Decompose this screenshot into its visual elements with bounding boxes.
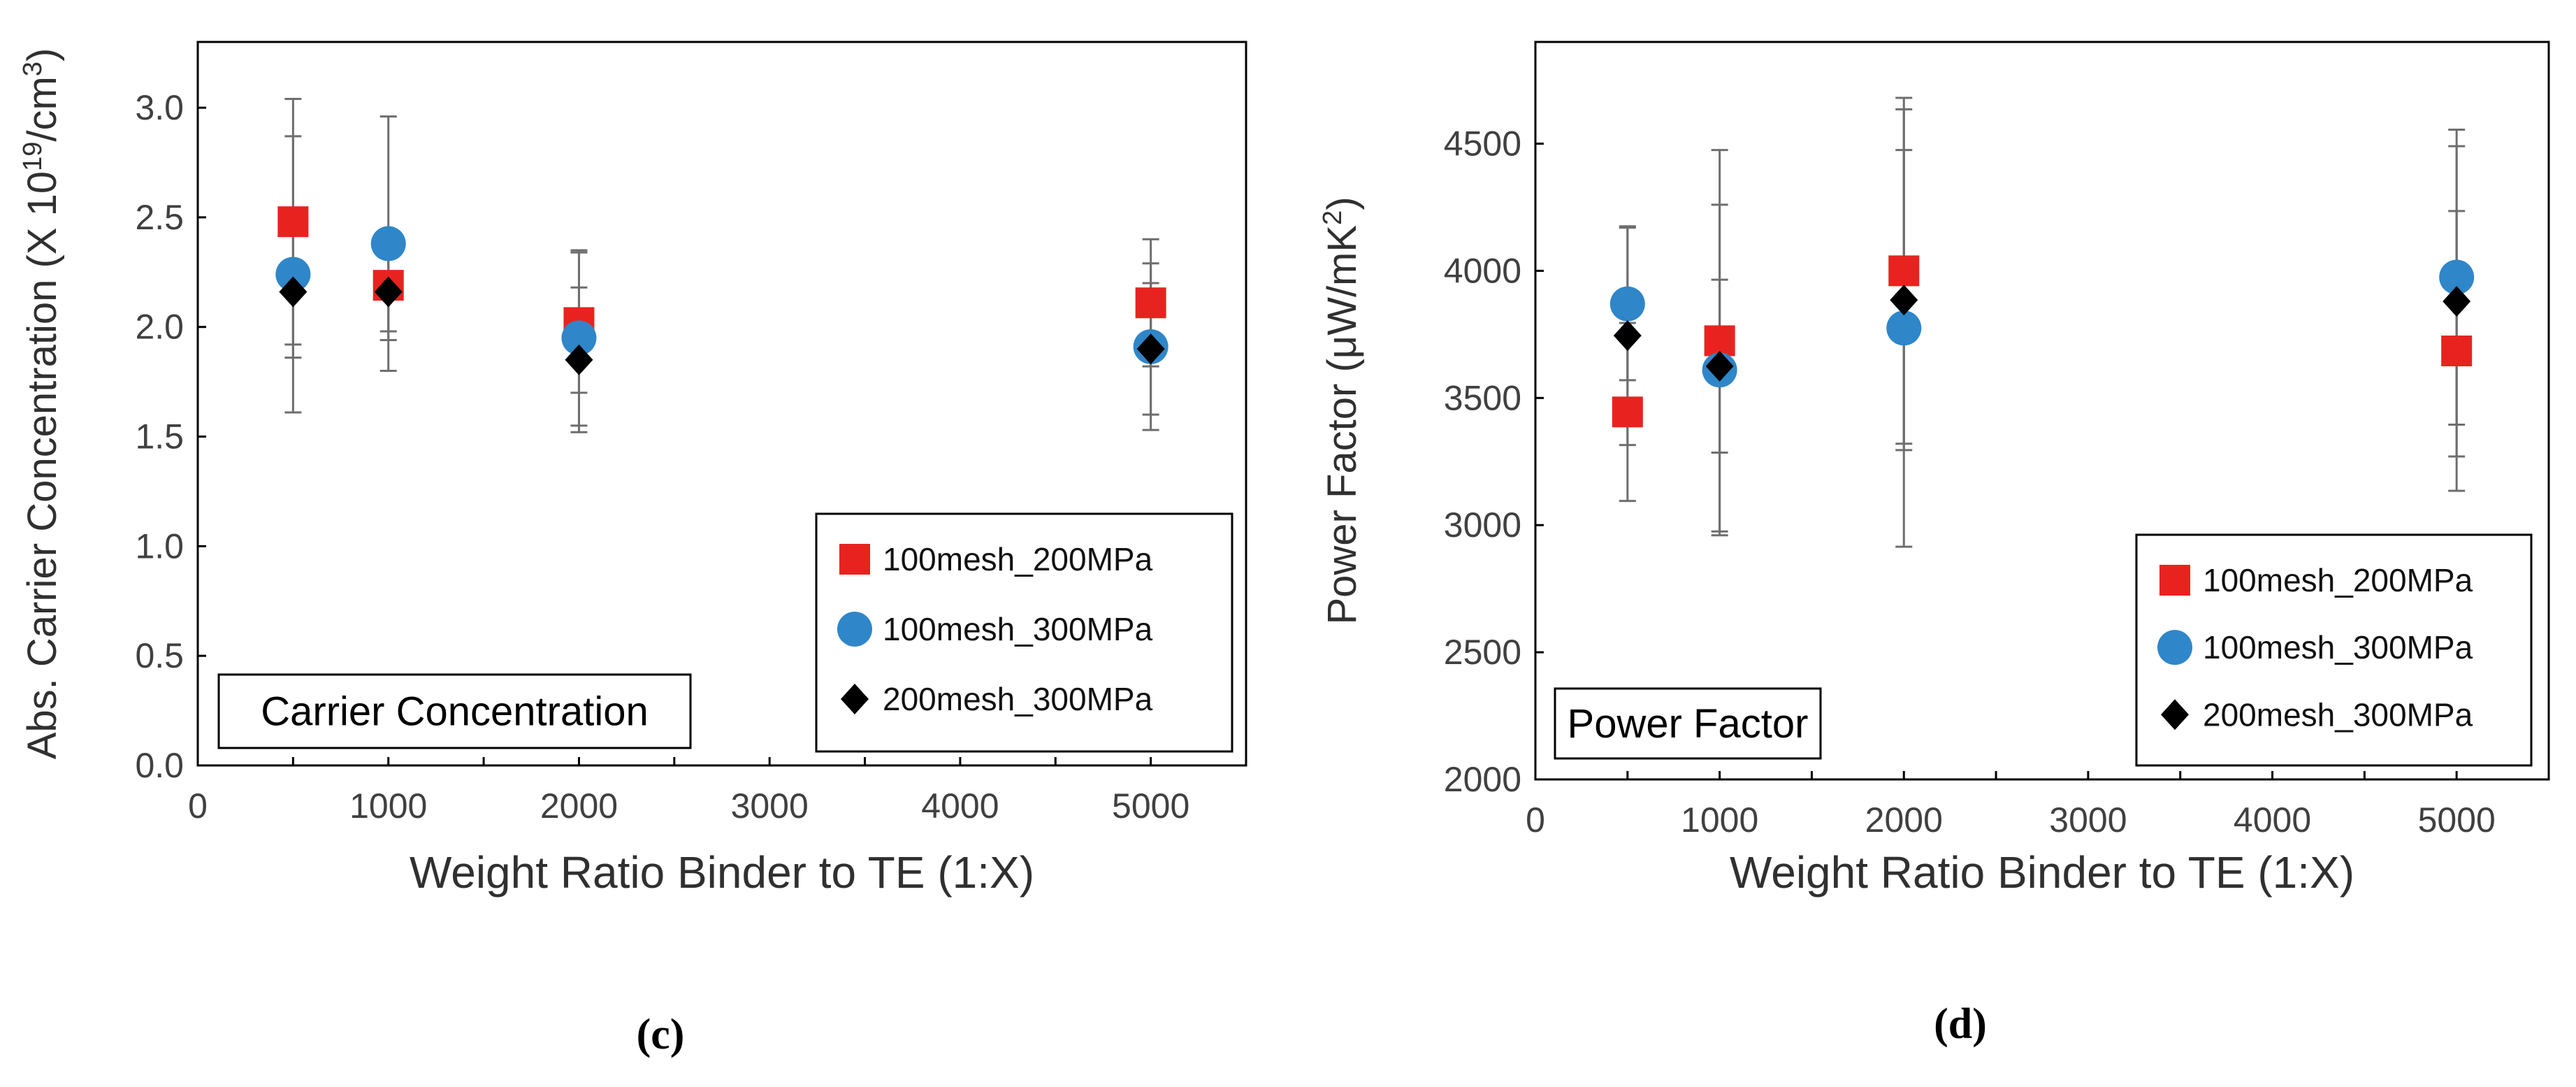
annotation-box <box>1554 687 1822 760</box>
y-tick-label: 4500 <box>1444 124 1521 164</box>
data-point-circle <box>1886 310 1922 346</box>
x-tick-label: 5000 <box>1112 786 1189 826</box>
data-point-circle <box>1609 286 1645 322</box>
data-point-circle <box>275 257 311 292</box>
legend-box <box>815 512 1233 753</box>
y-tick-label: 1.0 <box>135 526 184 566</box>
y-axis-title-part: /cm <box>20 76 65 141</box>
data-point-diamond <box>374 276 403 308</box>
data-point-diamond <box>1890 285 1918 316</box>
y-tick-label: 2000 <box>1444 760 1521 799</box>
data-point-diamond <box>1613 320 1642 352</box>
y-axis-title-part: 19 <box>18 142 48 171</box>
y-axis-title: Abs. Carrier Concentration (X 1019/cm3) <box>18 48 65 760</box>
x-tick-label: 4000 <box>2234 800 2311 840</box>
data-point-diamond <box>565 344 593 375</box>
x-tick-label: 4000 <box>921 786 999 826</box>
y-tick-label: 3.0 <box>135 88 184 127</box>
legend-marker-diamond <box>841 684 869 714</box>
x-tick-label: 5000 <box>2418 800 2496 840</box>
legend-label: 100mesh_200MPa <box>883 541 1153 577</box>
data-point-square <box>277 206 309 238</box>
y-tick-label: 2.5 <box>135 198 184 237</box>
x-tick-label: 1000 <box>1681 800 1758 840</box>
data-point-square <box>1135 287 1166 319</box>
y-axis-title-part: Abs. Carrier Concentration (X 10 <box>20 171 65 759</box>
annotation-label: Power Factor <box>1568 701 1809 747</box>
y-axis-title: Power Factor (μW/mK2) <box>1318 196 1365 624</box>
plot-area <box>196 41 1247 767</box>
annotation-box <box>217 673 692 749</box>
y-tick-label: 1.5 <box>135 417 184 456</box>
legend-label: 100mesh_200MPa <box>2203 562 2473 598</box>
x-tick-label: 0 <box>188 786 208 826</box>
annotation-label: Carrier Concentration <box>261 689 648 735</box>
data-point-square <box>1888 255 1920 287</box>
y-tick-label: 0.5 <box>135 636 184 675</box>
data-point-square <box>1612 396 1643 428</box>
y-tick-label: 2.0 <box>135 308 184 347</box>
chart-panel-c: 0 1000 2000 3000 4000 5000 0.0 0.5 1.0 1.5 2.0 2.5 3… <box>18 41 1247 1058</box>
y-axis-title-part: 2 <box>1318 210 1347 225</box>
y-tick-label: 2500 <box>1444 633 1521 672</box>
legend-label: 200mesh_300MPa <box>2203 696 2473 733</box>
x-tick-label: 3000 <box>731 786 809 826</box>
x-tick-label: 3000 <box>2049 800 2127 840</box>
y-axis-title-part: 3 <box>18 62 48 76</box>
legend-label: 100mesh_300MPa <box>883 611 1153 647</box>
y-axis-title-part: ) <box>20 48 65 62</box>
legend-marker-square <box>2159 565 2190 596</box>
data-point-diamond <box>2443 286 2471 317</box>
y-tick-label: 4000 <box>1444 251 1521 290</box>
y-tick-label: 3500 <box>1444 378 1521 417</box>
y-axis-title-part: Power Factor (μW/mK <box>1319 225 1365 625</box>
legend-label: 100mesh_300MPa <box>2203 629 2473 665</box>
data-point-diamond <box>279 276 307 308</box>
x-tick-label: 2000 <box>1865 800 1943 840</box>
legend: 100mesh_200MPa 100mesh_300MPa 200mesh_300M… <box>815 512 1233 753</box>
y-axis-title-part: ) <box>1319 196 1365 210</box>
y-tick-label: 0.0 <box>135 746 184 785</box>
data-point-circle <box>561 320 597 356</box>
legend-box <box>2135 533 2533 767</box>
chart-panel-d: 0 1000 2000 3000 4000 5000 2000 2500 3000 3500 400… <box>1318 41 2550 1048</box>
panel-caption: (d) <box>1934 1000 1987 1048</box>
legend-marker-square <box>839 544 870 575</box>
y-tick-label: 3000 <box>1444 505 1521 545</box>
x-axis-title: Weight Ratio Binder to TE (1:X) <box>1730 847 2354 898</box>
plot-area <box>1534 41 2550 781</box>
data-point-circle <box>370 226 406 261</box>
panel-caption: (c) <box>637 1011 685 1058</box>
legend-marker-diamond <box>2161 699 2189 730</box>
x-tick-label: 1000 <box>349 786 427 826</box>
legend-marker-circle <box>2157 630 2192 665</box>
x-tick-label: 0 <box>1526 800 1545 840</box>
legend: 100mesh_200MPa 100mesh_300MPa 200mesh_300M… <box>2135 533 2533 767</box>
data-point-diamond <box>1705 350 1734 382</box>
legend-marker-circle <box>837 612 872 647</box>
x-axis-title: Weight Ratio Binder to TE (1:X) <box>410 847 1034 898</box>
legend-label: 200mesh_300MPa <box>883 681 1153 717</box>
data-point-circle <box>2439 259 2475 295</box>
x-tick-label: 2000 <box>540 786 618 826</box>
data-point-diamond <box>1136 333 1165 365</box>
data-point-square <box>2441 336 2473 367</box>
